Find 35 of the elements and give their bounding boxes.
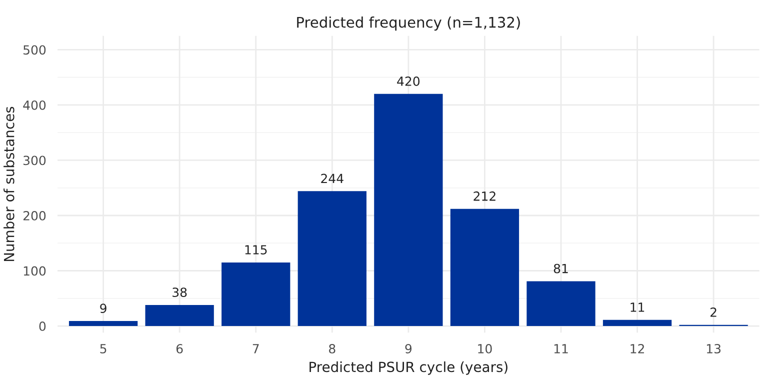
x-tick-label: 11	[554, 344, 568, 354]
bar	[145, 305, 214, 326]
data-label: 11	[630, 302, 644, 312]
data-label: 9	[100, 304, 106, 314]
y-axis-title: Number of substances	[4, 106, 14, 262]
x-tick-label: 10	[478, 344, 492, 354]
bar	[602, 320, 672, 326]
y-tick-label: 100	[24, 266, 46, 276]
x-axis-title: Predicted PSUR cycle (years)	[310, 361, 508, 375]
bar	[450, 208, 520, 326]
bar	[68, 321, 138, 326]
y-tick-label: 400	[23, 100, 46, 110]
x-tick-label: 9	[405, 344, 412, 354]
bar	[374, 94, 443, 326]
data-label: 420	[397, 76, 420, 86]
y-tick-label: 500	[24, 45, 46, 55]
data-label: 81	[554, 264, 568, 274]
data-label: 38	[172, 288, 187, 298]
x-tick-label: 8	[329, 344, 336, 354]
bar	[222, 262, 290, 326]
data-label: 2	[710, 307, 716, 317]
data-label: 244	[321, 174, 344, 184]
y-tick-label: 0	[39, 321, 46, 331]
y-tick-label: 300	[24, 156, 46, 166]
data-label: 212	[474, 191, 496, 201]
y-tick-label: 200	[23, 210, 46, 220]
x-tick-label: 13	[706, 344, 721, 354]
x-tick-label: 5	[100, 344, 106, 354]
bar	[526, 281, 596, 326]
chart-title: Predicted frequency (n=1,132)	[297, 16, 520, 31]
x-tick-label: 6	[176, 344, 183, 354]
bar	[298, 191, 366, 326]
data-label: 115	[245, 245, 267, 254]
x-tick-label: 12	[630, 344, 644, 354]
x-tick-label: 7	[252, 344, 259, 354]
